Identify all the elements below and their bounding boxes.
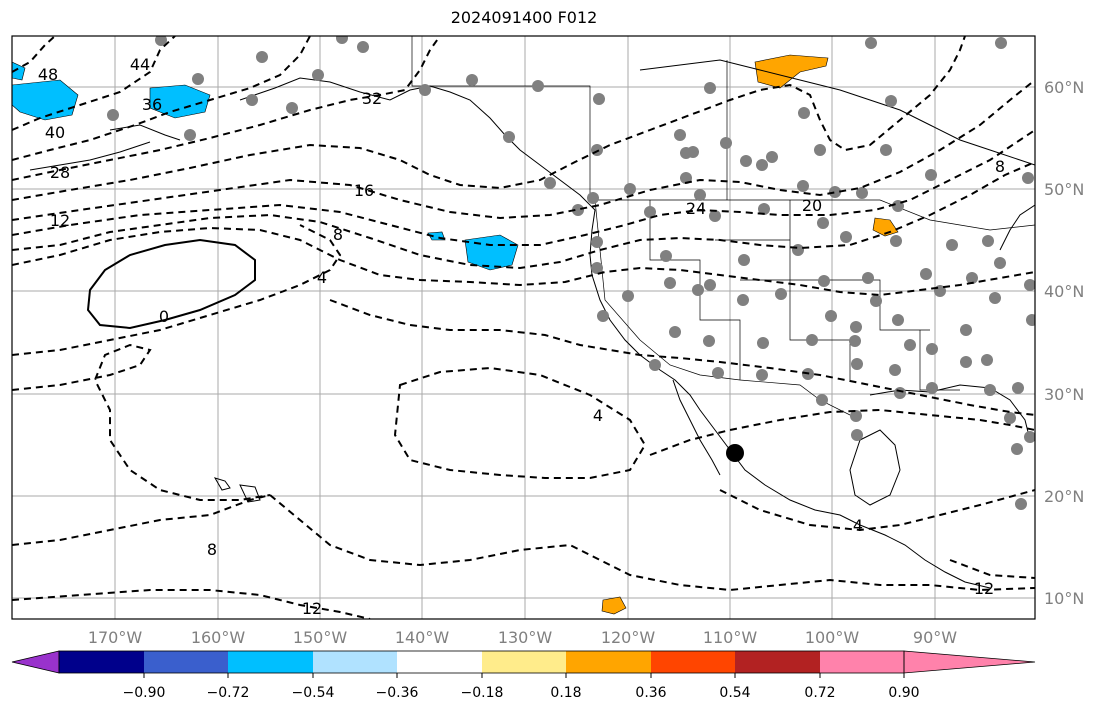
longitude-labels: 170°W 160°W 150°W 140°W 130°W 120°W 110°… xyxy=(88,628,957,647)
contour-label: 4 xyxy=(853,516,863,535)
contour-label: 8 xyxy=(995,157,1005,176)
lat-label: 60°N xyxy=(1044,78,1084,97)
colorbar-extend-min xyxy=(11,650,60,674)
contour-label: 0 xyxy=(159,307,169,326)
colorbar-segment xyxy=(144,651,228,673)
latitude-labels: 60°N 50°N 40°N 30°N 20°N 10°N xyxy=(1044,78,1084,608)
colorbar-segment xyxy=(651,651,735,673)
lat-label: 40°N xyxy=(1044,282,1084,301)
contour-label: 12 xyxy=(302,599,322,618)
colorbar-tick-label: −0.18 xyxy=(461,685,504,701)
lat-label: 10°N xyxy=(1044,589,1084,608)
colorbar-tick-label: 0.72 xyxy=(804,685,835,701)
contour-label: 20 xyxy=(802,196,822,215)
map-area xyxy=(12,36,1035,619)
colorbar-tick-label: −0.90 xyxy=(123,685,166,701)
contours xyxy=(12,36,1035,619)
lat-label: 20°N xyxy=(1044,487,1084,506)
contour-label: 16 xyxy=(354,181,374,200)
contour-labels: 48 44 40 36 32 28 24 20 16 12 8 8 4 4 4 … xyxy=(38,55,1005,618)
colorbar-tick-label: −0.54 xyxy=(292,685,335,701)
colorbar-tick-label: 0.18 xyxy=(550,685,581,701)
colorbar-segment xyxy=(397,651,482,673)
colorbar-tick-label: 0.90 xyxy=(888,685,919,701)
colorbar-segment xyxy=(482,651,566,673)
lon-label: 100°W xyxy=(805,628,860,647)
contour-label: 28 xyxy=(50,163,70,182)
lat-label: 50°N xyxy=(1044,180,1084,199)
colorbar: −0.90 −0.72 −0.54 −0.36 −0.18 0.18 0.36 … xyxy=(11,650,1036,701)
lon-label: 90°W xyxy=(913,628,957,647)
contour-label: 8 xyxy=(333,225,343,244)
colorbar-extend-max xyxy=(903,650,1036,674)
lon-label: 150°W xyxy=(293,628,348,647)
highlight-marker xyxy=(726,444,744,462)
station-markers xyxy=(107,36,1035,510)
lon-label: 170°W xyxy=(88,628,143,647)
contour-label: 24 xyxy=(686,199,706,218)
lon-label: 130°W xyxy=(498,628,553,647)
map-frame xyxy=(11,35,1036,620)
contour-label: 32 xyxy=(362,89,382,108)
map-title: 2024091400 F012 xyxy=(450,8,598,27)
colorbar-segment xyxy=(735,651,820,673)
colorbar-segment xyxy=(566,651,651,673)
colorbar-tick-label: 0.54 xyxy=(719,685,750,701)
contour-label: 40 xyxy=(45,123,65,142)
lon-label: 160°W xyxy=(191,628,246,647)
contour-label: 8 xyxy=(207,540,217,559)
contour-label: 44 xyxy=(130,55,150,74)
lon-label: 120°W xyxy=(601,628,656,647)
contour-label: 12 xyxy=(50,211,70,230)
colorbar-segment xyxy=(228,651,313,673)
lon-label: 110°W xyxy=(703,628,758,647)
lat-label: 30°N xyxy=(1044,385,1084,404)
colorbar-segment xyxy=(820,651,904,673)
contour-label: 48 xyxy=(38,65,58,84)
colorbar-tick-label: −0.36 xyxy=(376,685,419,701)
colorbar-segment xyxy=(313,651,397,673)
contour-label: 12 xyxy=(974,579,994,598)
colorbar-tick-label: 0.36 xyxy=(635,685,666,701)
contour-label: 4 xyxy=(317,268,327,287)
contour-label: 36 xyxy=(142,95,162,114)
contour-label: 4 xyxy=(593,406,603,425)
lon-label: 140°W xyxy=(395,628,450,647)
colorbar-segment xyxy=(59,651,144,673)
colorbar-tick-label: −0.72 xyxy=(207,685,250,701)
